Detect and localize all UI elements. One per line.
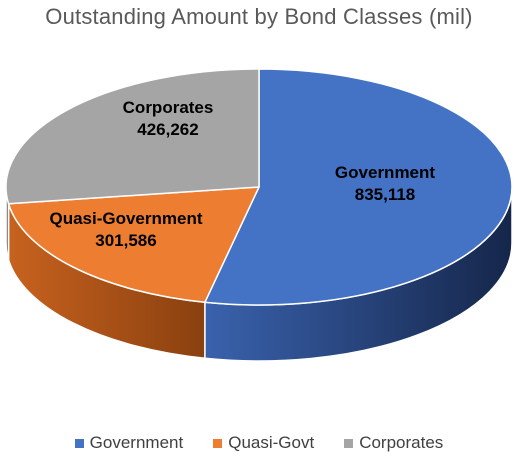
legend-item[interactable]: Government	[74, 433, 184, 453]
legend-swatch	[213, 438, 223, 448]
legend-item[interactable]: Quasi-Govt	[213, 433, 314, 453]
data-label-value: 835,118	[355, 185, 416, 204]
legend: Government Quasi-Govt Corporates	[0, 433, 518, 453]
legend-item[interactable]: Corporates	[344, 433, 443, 453]
legend-swatch	[74, 438, 84, 448]
legend-label: Corporates	[359, 433, 444, 452]
data-label-category: Government	[335, 163, 435, 182]
legend-label: Quasi-Govt	[228, 433, 315, 452]
data-label-category: Quasi-Government	[49, 209, 202, 228]
data-label-value: 301,586	[95, 231, 156, 250]
chart-title: Outstanding Amount by Bond Classes (mil)	[45, 4, 473, 29]
pie-chart: Government 835,118 Quasi-Government 301,586…	[5, 68, 513, 362]
data-label-value: 426,262	[137, 120, 198, 139]
pie-slice-corporates[interactable]	[5, 68, 260, 205]
pie-slice-quasi-govt[interactable]	[7, 186, 260, 304]
data-label-category: Corporates	[123, 98, 214, 117]
legend-swatch	[344, 438, 354, 448]
legend-label: Government	[89, 433, 184, 452]
pie-slice-government[interactable]	[204, 68, 513, 306]
